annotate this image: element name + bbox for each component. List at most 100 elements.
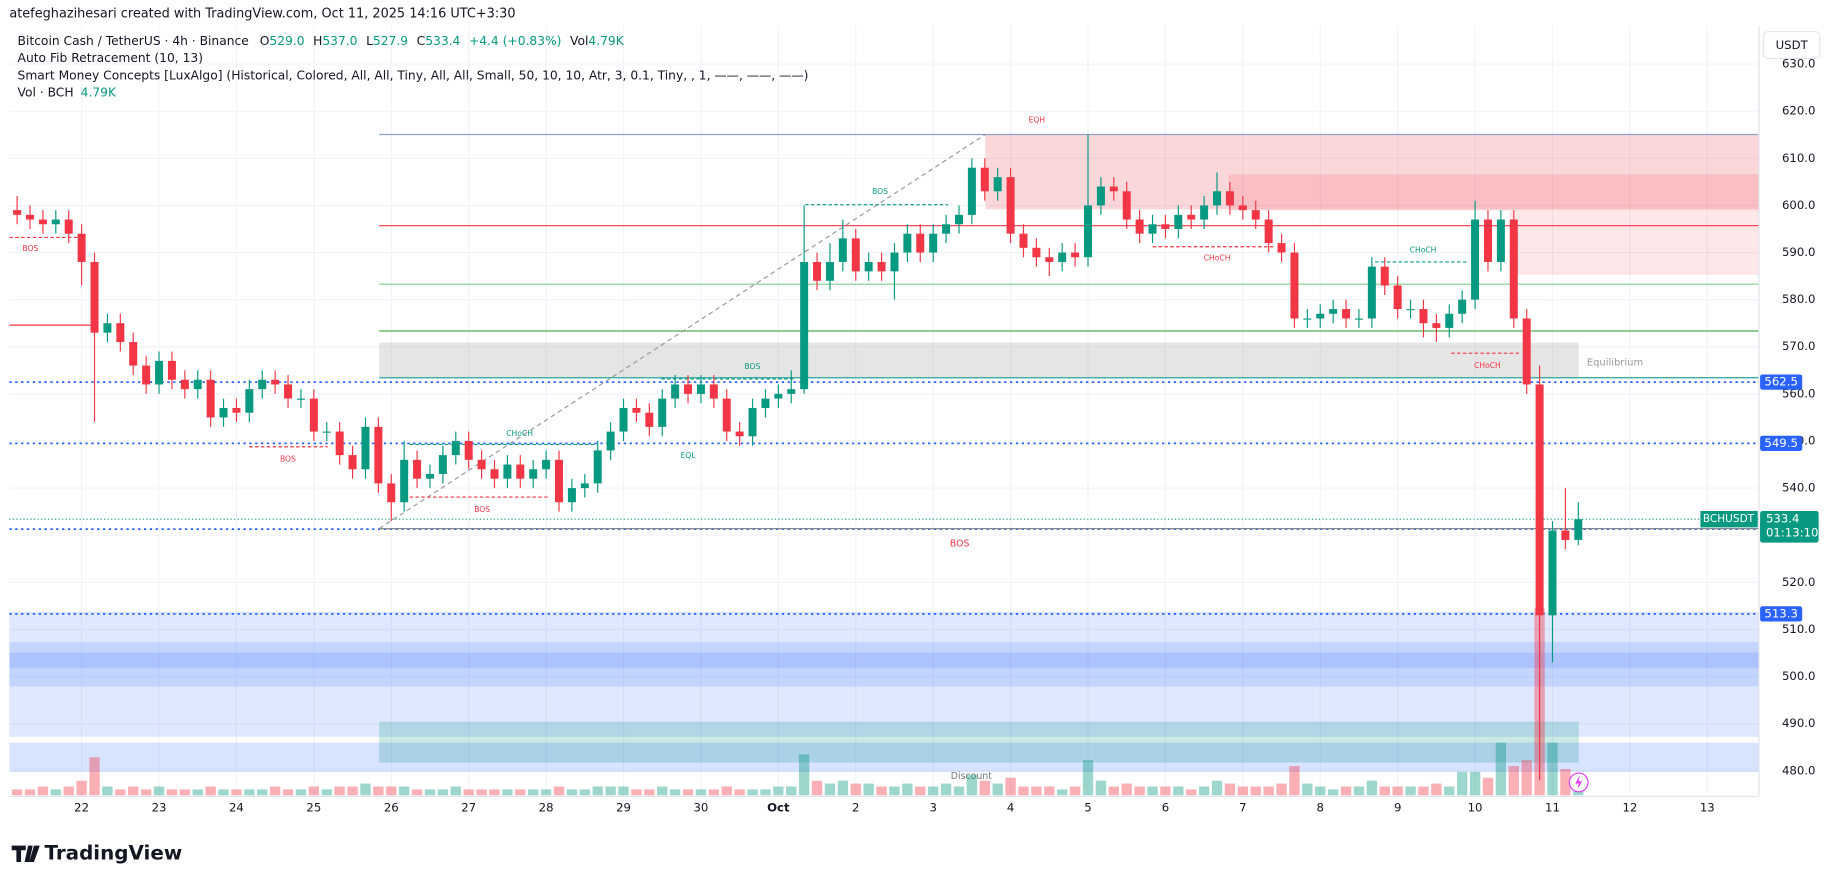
volume-bar	[1508, 766, 1519, 796]
discount-zone	[9, 611, 1759, 737]
order-block	[379, 721, 1579, 763]
candle-body	[580, 483, 589, 489]
ohlc-value: 527.9	[373, 33, 408, 47]
candle-body	[825, 261, 834, 281]
volume-bar	[1108, 786, 1119, 796]
x-tick-label: 29	[616, 801, 631, 815]
candle-body	[296, 398, 305, 400]
volume-bar	[24, 789, 36, 796]
symbol-tag-label: BCHUSDT	[1703, 513, 1755, 525]
volume-bar	[321, 789, 332, 796]
volume-bar	[1147, 786, 1158, 796]
volume-bar	[218, 789, 229, 796]
volume-bar	[721, 786, 732, 796]
candle-body	[1419, 309, 1428, 324]
annotation: BOS	[280, 455, 296, 464]
volume-bar	[437, 789, 449, 796]
volume-bar	[450, 786, 461, 796]
candle-body	[1509, 219, 1518, 319]
indicator[interactable]: Smart Money Concepts [LuxAlgo] (Historic…	[18, 69, 809, 83]
volume-bar	[308, 786, 320, 796]
candle-body	[748, 408, 757, 437]
currency[interactable]: USDT	[1776, 38, 1809, 52]
candle-body	[142, 365, 151, 385]
indicator[interactable]: Auto Fib Retracement (10, 13)	[18, 51, 203, 65]
volume-bar	[540, 789, 552, 796]
candle-body	[851, 238, 860, 272]
candle-body	[813, 261, 822, 281]
candle-body	[967, 167, 976, 215]
y-tick-label: 540.0	[1782, 481, 1815, 495]
candle-body	[1522, 318, 1531, 385]
candle-body	[1496, 219, 1505, 262]
candle-body	[1458, 299, 1467, 314]
candle-body	[413, 459, 422, 479]
volume-bar	[747, 789, 758, 796]
volume-bar	[889, 786, 900, 796]
volume-bar	[515, 789, 526, 796]
volume-bar	[89, 757, 100, 796]
volume-bar	[1573, 789, 1584, 796]
annotation: CHoCH	[1204, 253, 1231, 262]
candle-body	[1238, 205, 1247, 211]
candle-body	[864, 261, 873, 272]
x-tick-label: 5	[1084, 801, 1091, 815]
candle-body	[503, 464, 512, 479]
volume-bar	[282, 789, 294, 796]
candle-body	[155, 360, 164, 385]
candle-body	[1045, 257, 1054, 262]
volume-bar	[1224, 783, 1236, 796]
volume-bar	[179, 789, 191, 796]
candle-body	[1174, 214, 1183, 229]
x-tick-label: 12	[1622, 801, 1637, 815]
volume-bar	[863, 783, 874, 796]
candle-body	[593, 450, 602, 484]
volume-bar	[1289, 766, 1300, 796]
candle-body	[632, 408, 641, 413]
candle-body	[425, 473, 434, 479]
symbol-tag	[1700, 511, 1758, 528]
candle-body	[1251, 210, 1260, 220]
volume-bar	[463, 789, 474, 796]
candle-body	[374, 426, 383, 484]
volume-bar	[1405, 786, 1416, 796]
candles	[13, 134, 1583, 781]
candle-body	[1148, 224, 1157, 234]
annotation: CHoCH	[1410, 245, 1437, 254]
candle-body	[1548, 530, 1557, 616]
volume-bar	[1521, 760, 1532, 796]
volume-bar	[1198, 786, 1210, 796]
volume-bar	[1173, 786, 1184, 796]
brand-logo[interactable]: TradingView	[11, 841, 183, 864]
volume-bar	[166, 789, 178, 796]
volume-bar	[1069, 786, 1081, 796]
candle-body	[245, 389, 254, 413]
currency-button[interactable]	[1763, 30, 1821, 60]
volume-bar	[1547, 742, 1558, 796]
x-tick-label: 3	[929, 801, 936, 815]
y-tick-label: 500.0	[1782, 669, 1815, 683]
x-tick-label: 9	[1394, 801, 1401, 815]
volume-bar	[411, 789, 423, 796]
indicator[interactable]: Vol · BCH 4.79K	[18, 85, 117, 99]
volume-bar	[1327, 789, 1339, 796]
candle-body	[1483, 219, 1492, 262]
volume-bar	[334, 786, 345, 796]
x-tick-label: 22	[74, 801, 89, 815]
x-tick-label: 28	[539, 801, 554, 815]
price-tag	[1760, 435, 1803, 451]
candle-body	[555, 459, 564, 503]
volume-bar	[682, 789, 694, 796]
candle-body	[993, 177, 1002, 192]
volume-value: 4.79K	[588, 33, 624, 47]
candle-body	[1200, 205, 1209, 220]
demand-zone	[9, 742, 1759, 772]
volume-bar	[386, 786, 397, 796]
candle-body	[529, 469, 538, 479]
volume-bar	[566, 789, 578, 796]
candle-body	[567, 488, 576, 503]
ohlc-key: C	[417, 33, 426, 47]
x-tick-label: 7	[1239, 801, 1246, 815]
